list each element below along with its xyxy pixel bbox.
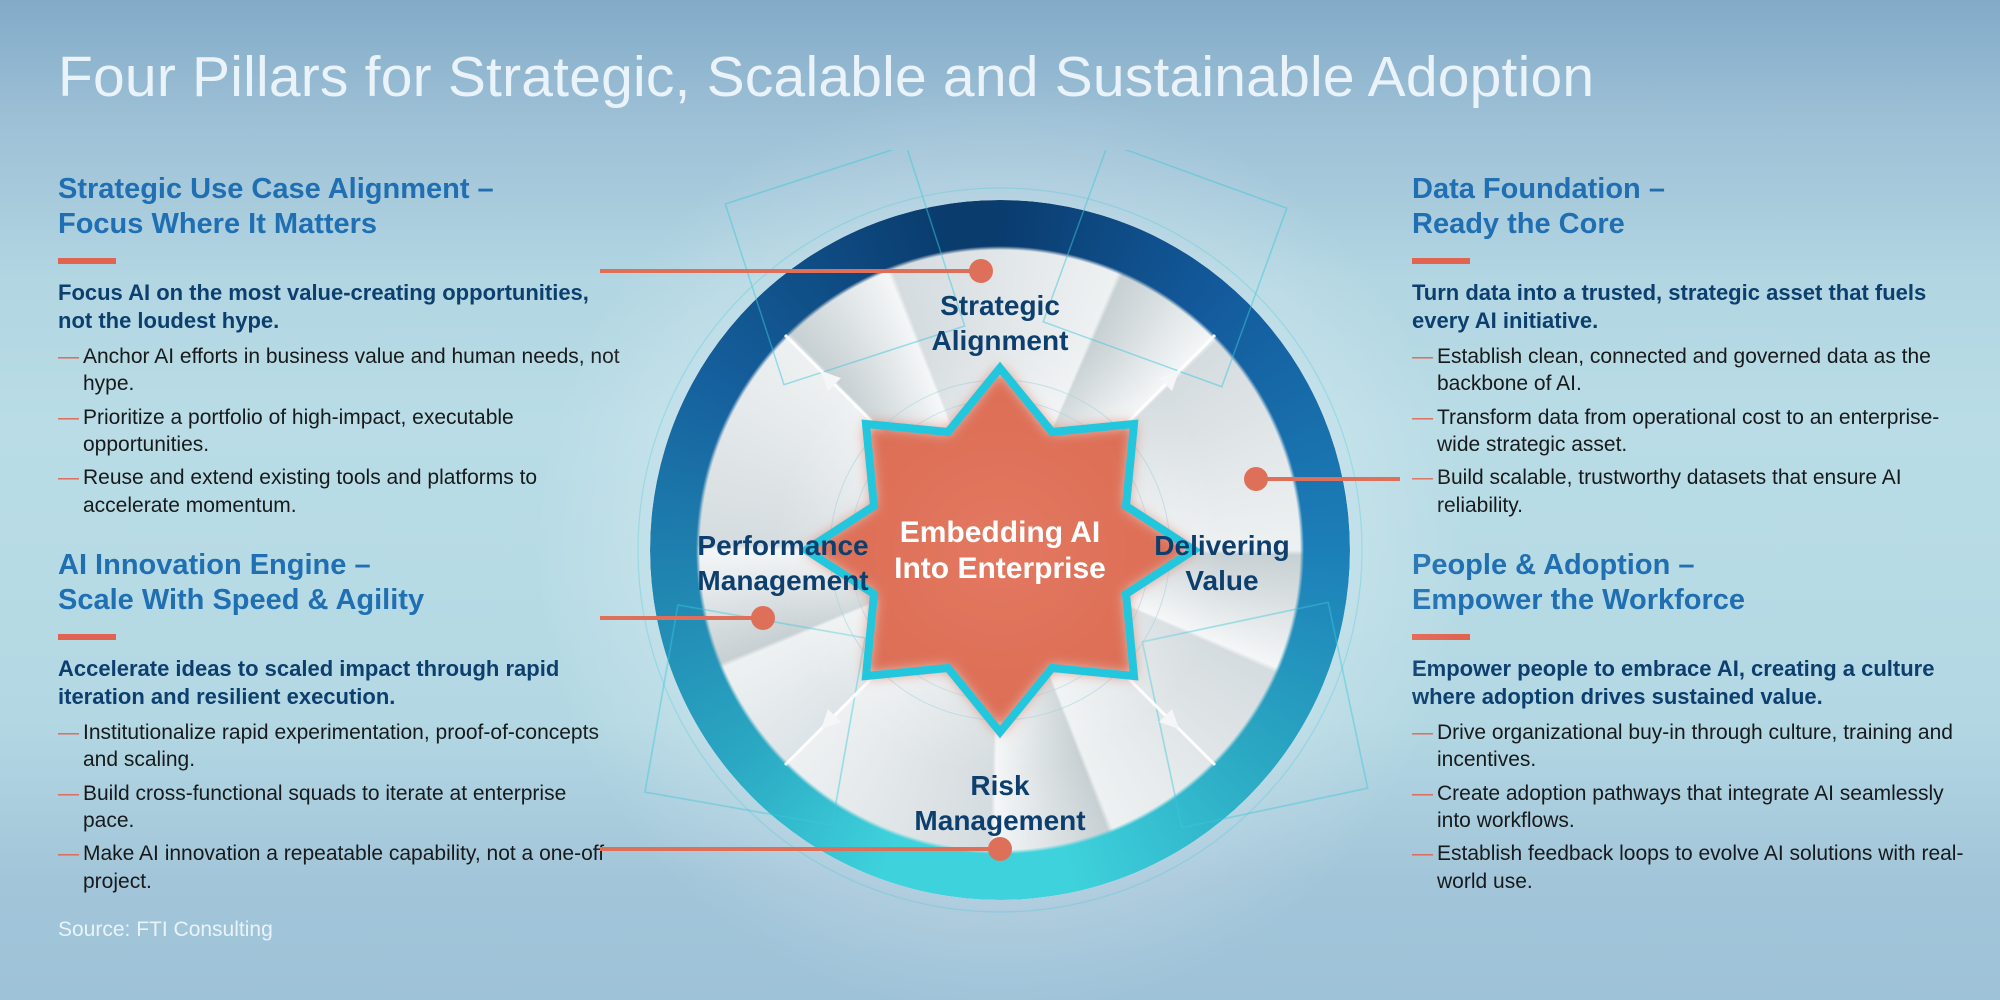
svg-text:Delivering: Delivering (1154, 530, 1289, 561)
svg-text:Value: Value (1185, 565, 1258, 596)
svg-text:Management: Management (914, 805, 1085, 836)
svg-text:Strategic: Strategic (940, 290, 1060, 321)
svg-text:Risk: Risk (970, 770, 1030, 801)
svg-text:Performance: Performance (697, 530, 868, 561)
svg-text:Embedding AI: Embedding AI (900, 516, 1101, 549)
svg-text:Management: Management (697, 565, 868, 596)
svg-text:Into Enterprise: Into Enterprise (894, 552, 1106, 585)
svg-text:Alignment: Alignment (932, 325, 1069, 356)
